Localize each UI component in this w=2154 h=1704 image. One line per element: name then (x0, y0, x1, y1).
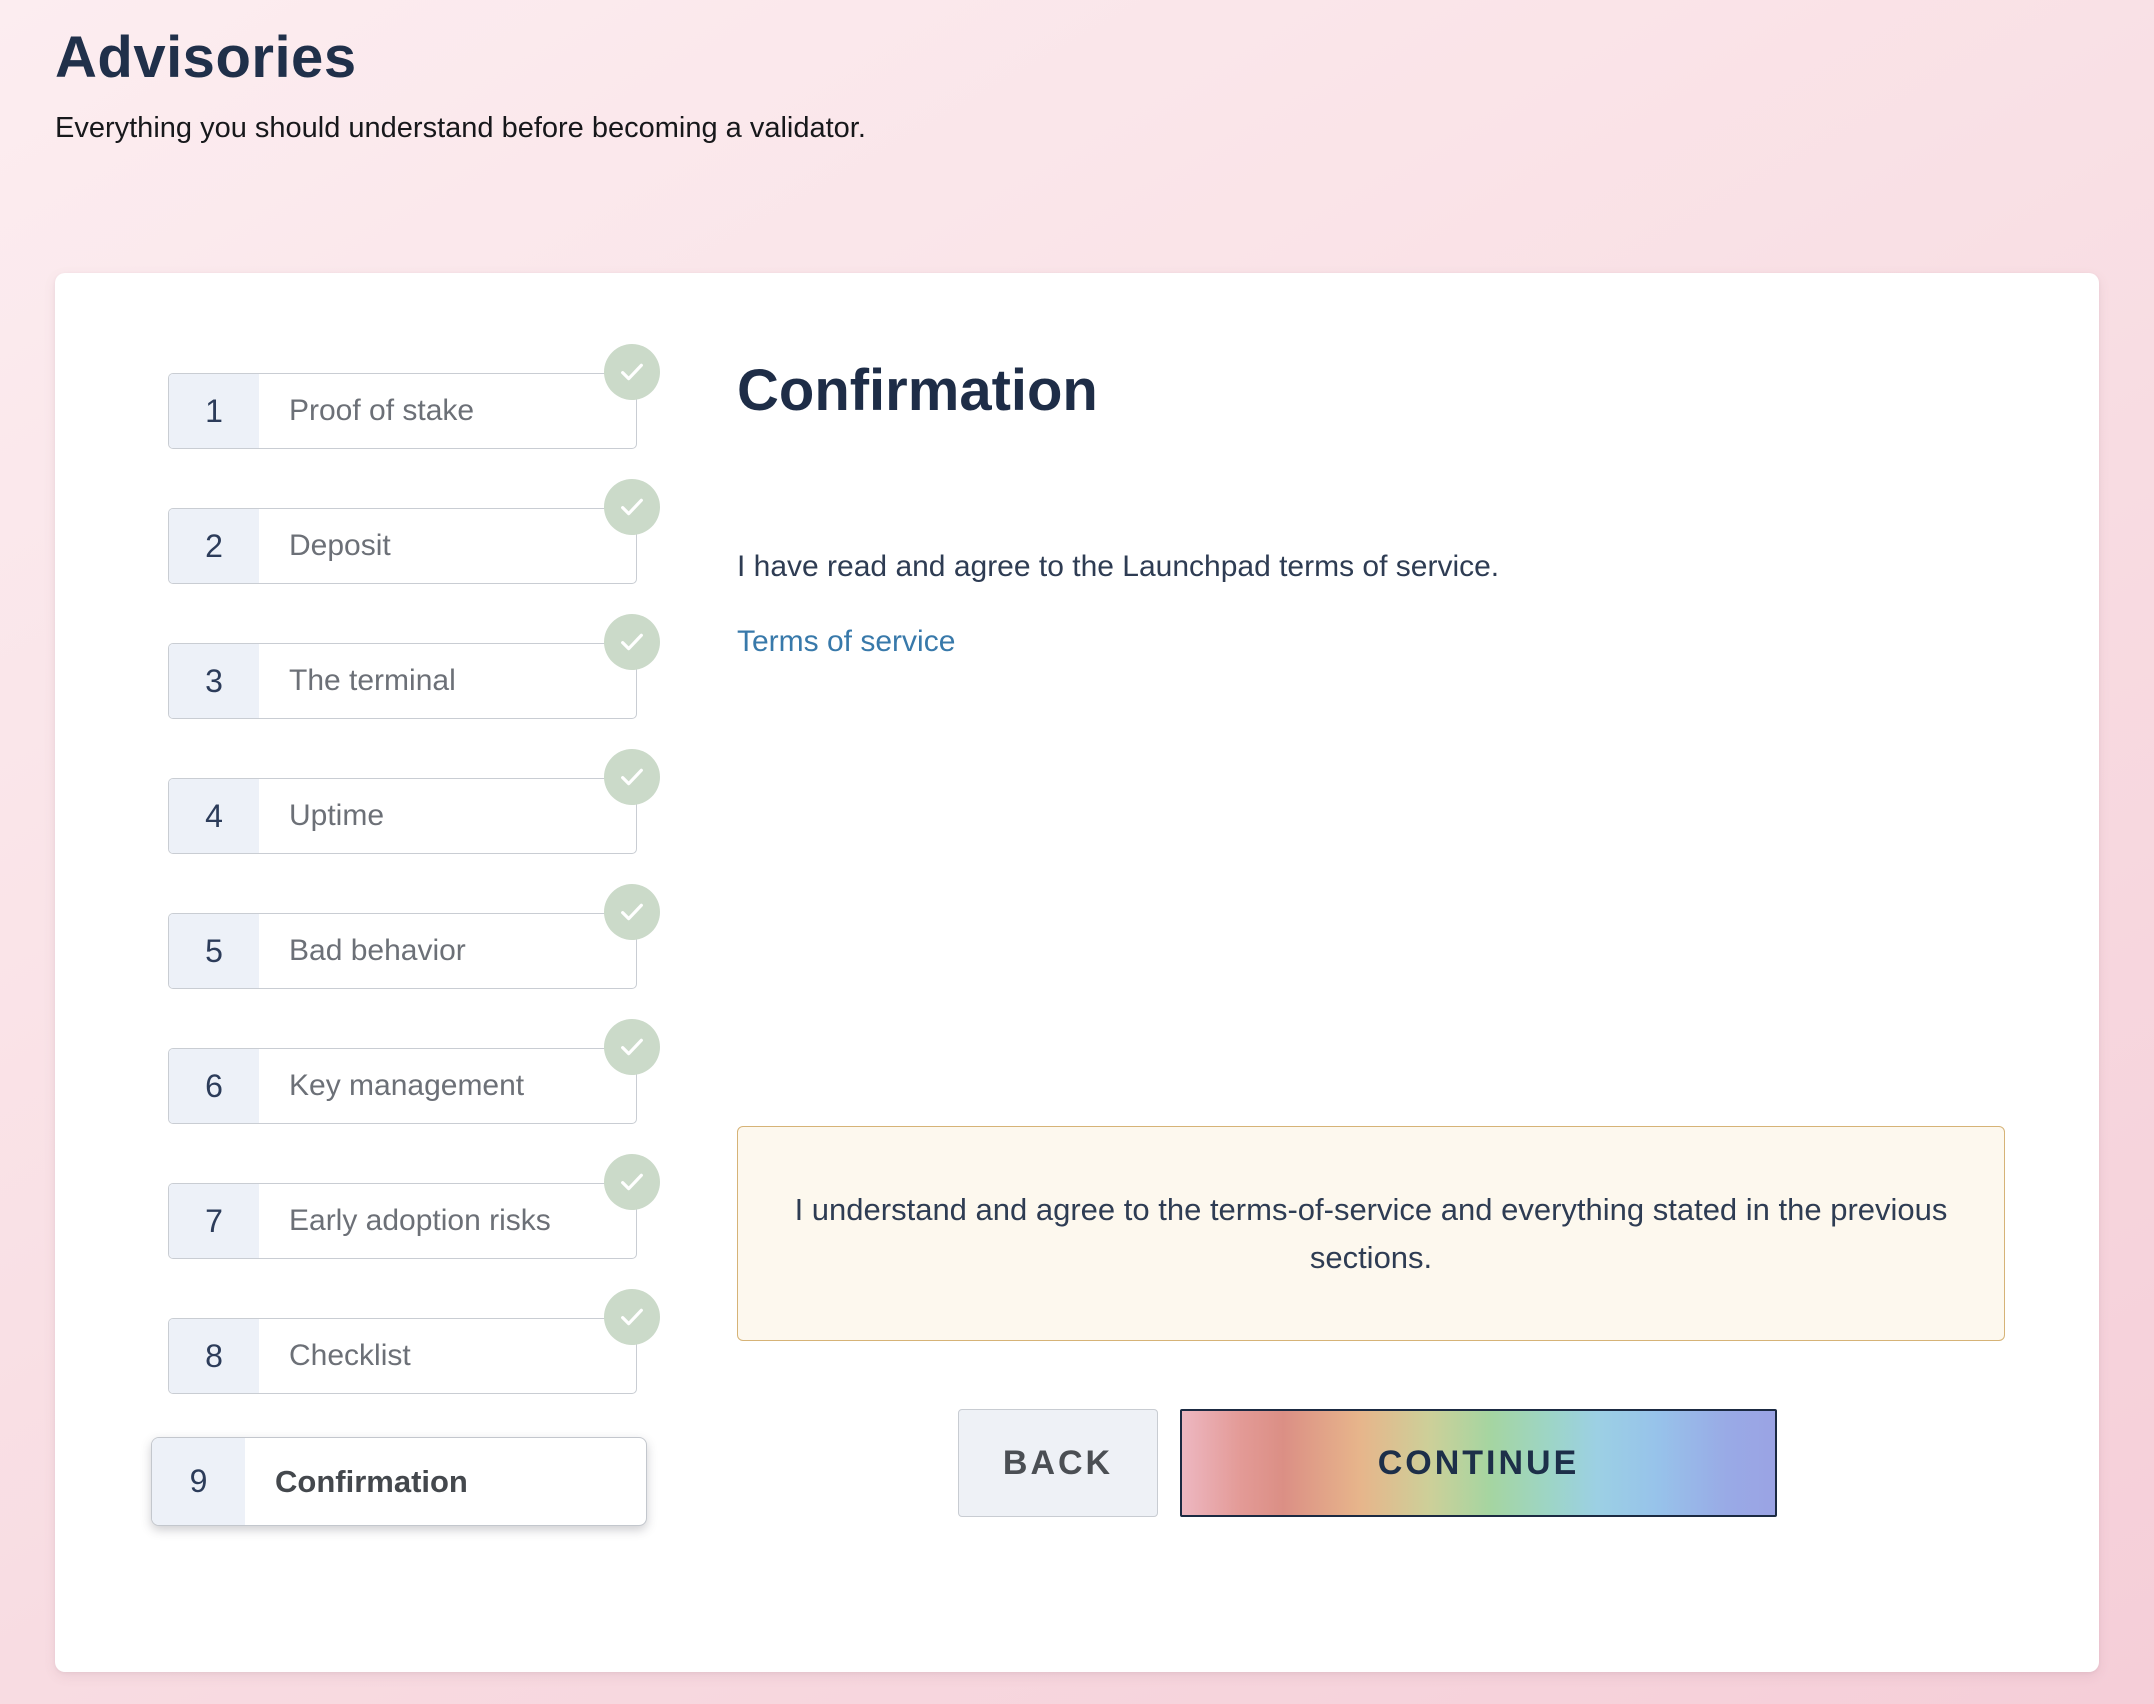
step-number: 4 (169, 779, 259, 853)
navigation-buttons: BACK CONTINUE (958, 1409, 1777, 1517)
agreement-toggle[interactable]: I understand and agree to the terms-of-s… (737, 1126, 2005, 1341)
check-icon (604, 749, 660, 805)
step-label: Proof of stake (289, 394, 475, 427)
terms-of-service-link[interactable]: Terms of service (737, 625, 956, 658)
step-item-early-adoption-risks[interactable]: 7 Early adoption risks (168, 1154, 660, 1259)
step-number: 3 (169, 644, 259, 718)
step-item-the-terminal[interactable]: 3 The terminal (168, 614, 660, 719)
step-label: Deposit (289, 529, 391, 562)
step-label: Bad behavior (289, 934, 466, 967)
step-item-key-management[interactable]: 6 Key management (168, 1019, 660, 1124)
step-number: 6 (169, 1049, 259, 1123)
check-icon (604, 1019, 660, 1075)
step-number: 5 (169, 914, 259, 988)
step-label: Checklist (289, 1339, 411, 1372)
step-item-confirmation[interactable]: 9 Confirmation (151, 1437, 647, 1526)
step-number: 8 (169, 1319, 259, 1393)
step-label: Confirmation (275, 1463, 468, 1499)
step-list: 1 Proof of stake 2 Deposit 3 The termina… (151, 344, 688, 1585)
check-icon (604, 479, 660, 535)
check-icon (604, 614, 660, 670)
section-heading: Confirmation (737, 358, 1098, 423)
check-icon (604, 884, 660, 940)
back-button[interactable]: BACK (958, 1409, 1158, 1517)
step-number: 2 (169, 509, 259, 583)
step-number: 1 (169, 374, 259, 448)
step-item-deposit[interactable]: 2 Deposit (168, 479, 660, 584)
step-label: Early adoption risks (289, 1204, 551, 1237)
step-item-uptime[interactable]: 4 Uptime (168, 749, 660, 854)
step-number: 9 (152, 1438, 245, 1525)
agreement-text: I understand and agree to the terms-of-s… (794, 1191, 1948, 1275)
step-item-bad-behavior[interactable]: 5 Bad behavior (168, 884, 660, 989)
step-item-proof-of-stake[interactable]: 1 Proof of stake (168, 344, 660, 449)
check-icon (604, 344, 660, 400)
check-icon (604, 1289, 660, 1345)
check-icon (604, 1154, 660, 1210)
page-subtitle: Everything you should understand before … (55, 112, 866, 144)
step-number: 7 (169, 1184, 259, 1258)
advisories-card: 1 Proof of stake 2 Deposit 3 The termina… (55, 273, 2099, 1672)
step-label: Key management (289, 1069, 525, 1102)
step-label: The terminal (289, 664, 456, 697)
step-item-checklist[interactable]: 8 Checklist (168, 1289, 660, 1394)
continue-button[interactable]: CONTINUE (1180, 1409, 1777, 1517)
terms-statement-text: I have read and agree to the Launchpad t… (737, 550, 1500, 583)
page-title: Advisories (55, 25, 357, 90)
step-label: Uptime (289, 799, 385, 832)
